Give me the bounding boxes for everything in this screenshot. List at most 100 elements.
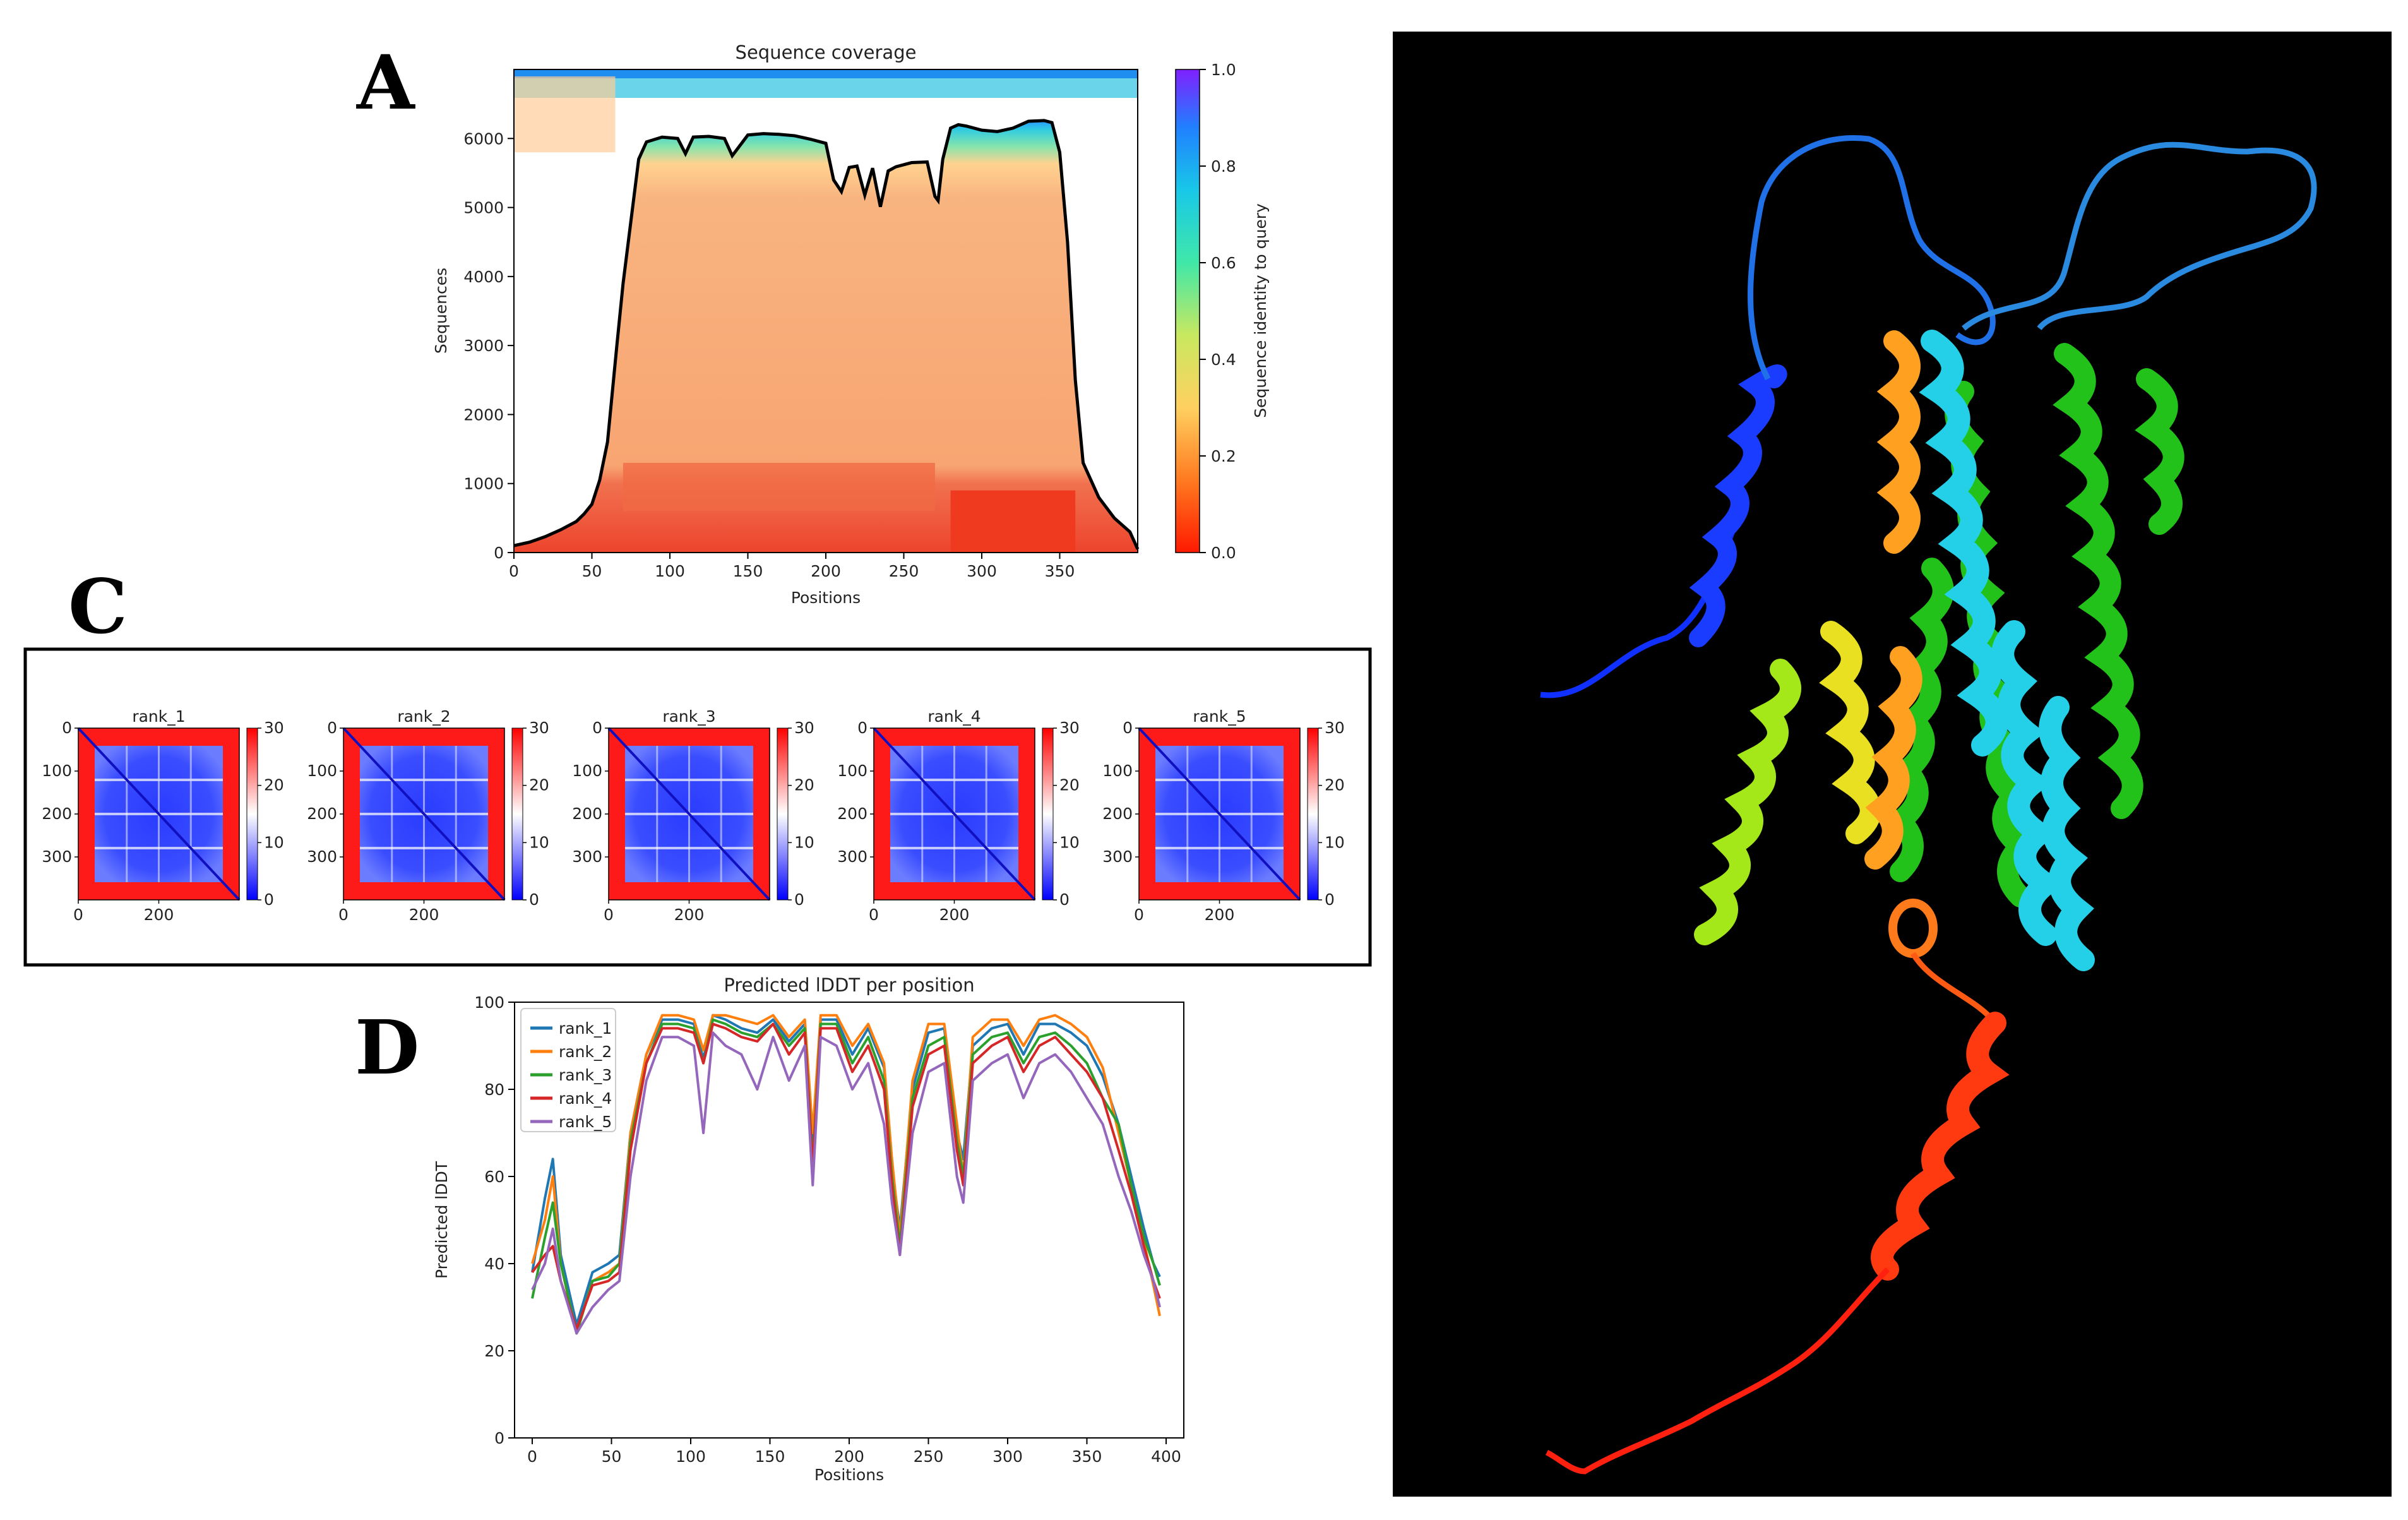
coverage-y-tick-label: 4000 xyxy=(463,268,504,286)
pae-y-tick-label: 100 xyxy=(572,762,602,780)
pae-y-tick-label: 100 xyxy=(1102,762,1133,780)
pae-y-tick-label: 300 xyxy=(572,847,602,866)
pae-y-tick-label: 0 xyxy=(327,719,337,737)
helix-yellow xyxy=(1819,621,1881,844)
pae-x-tick-label: 200 xyxy=(939,906,970,924)
pae-colorbar-tick-label: 10 xyxy=(794,833,814,851)
pae-y-tick-label: 0 xyxy=(592,719,602,737)
plddt-legend-label-rank_3: rank_3 xyxy=(559,1066,612,1084)
pae-y-tick-label: 100 xyxy=(837,762,867,780)
identity-colorbar-ticks: 0.0 0.2 0.4 0.6 0.8 1.0 xyxy=(1200,61,1236,562)
pae-subplot-rank_1: rank_1 0 100 200 300 0 200 0 10 20 30 xyxy=(42,707,284,924)
pae-y-tick-label: 300 xyxy=(837,847,867,866)
plddt-x-tick-label: 350 xyxy=(1072,1447,1102,1466)
plddt-legend-label-rank_2: rank_2 xyxy=(559,1043,612,1061)
coverage-y-axis: 0 1000 2000 3000 4000 5000 6000 xyxy=(463,129,514,562)
plddt-line-rank_5 xyxy=(531,1031,1161,1335)
identity-colorbar-label: Sequence identity to query xyxy=(1251,203,1270,418)
pae-colorbar-tick-label: 30 xyxy=(264,719,284,737)
pae-colorbar-tick-label: 20 xyxy=(1059,776,1080,794)
loop-top-right xyxy=(1962,141,2317,331)
pae-subplot-title: rank_1 xyxy=(132,707,185,726)
plddt-legend: rank_1 rank_2 rank_3 rank_4 rank_5 xyxy=(520,1008,616,1132)
pae-y-tick-label: 200 xyxy=(837,805,867,823)
plddt-x-axis: 0 50 100 150 200 250 300 350 400 xyxy=(527,1438,1181,1466)
plddt-x-tick-label: 250 xyxy=(914,1447,944,1466)
plddt-x-tick-label: 200 xyxy=(834,1447,864,1466)
pae-x-tick-label: 200 xyxy=(409,906,439,924)
coverage-x-tick-label: 50 xyxy=(582,562,602,580)
pae-subplot-rank_4: rank_4 0 100 200 300 0 200 0 10 20 30 xyxy=(837,707,1080,924)
pae-x-tick-label: 200 xyxy=(674,906,705,924)
plddt-y-tick-label: 0 xyxy=(494,1429,504,1447)
pae-y-tick-label: 300 xyxy=(1102,847,1133,866)
coverage-fill xyxy=(514,120,1138,553)
coverage-x-tick-label: 350 xyxy=(1045,562,1075,580)
pae-diagonal xyxy=(607,727,771,901)
identity-colorbar xyxy=(1175,69,1200,553)
pae-y-tick-label: 200 xyxy=(307,805,337,823)
pae-diagonal xyxy=(1138,727,1301,901)
plddt-legend-label-rank_1: rank_1 xyxy=(559,1019,612,1038)
plddt-x-tick-label: 100 xyxy=(676,1447,706,1466)
pae-y-tick-label: 300 xyxy=(42,847,72,866)
pae-x-tick-label: 0 xyxy=(604,906,614,924)
coverage-y-tick-label: 3000 xyxy=(463,337,504,355)
pae-colorbar-tick-label: 0 xyxy=(794,890,804,909)
coverage-y-tick-label: 2000 xyxy=(463,405,504,424)
coverage-xlabel: Positions xyxy=(791,589,861,607)
pae-colorbar xyxy=(777,727,789,901)
coverage-x-tick-label: 150 xyxy=(733,562,763,580)
plddt-x-tick-label: 50 xyxy=(602,1447,622,1466)
pae-diagonal xyxy=(342,727,506,901)
coverage-x-tick-label: 250 xyxy=(889,562,919,580)
pae-colorbar-tick-label: 20 xyxy=(529,776,549,794)
panel-label-d: D xyxy=(355,1003,419,1091)
loop-top-left xyxy=(1748,135,1996,381)
pae-colorbar-tick-label: 10 xyxy=(264,833,284,851)
pae-colorbar-tick-label: 10 xyxy=(529,833,549,851)
plddt-x-tick-label: 400 xyxy=(1151,1447,1181,1466)
helix-blue xyxy=(1689,364,1787,647)
pae-subplot-title: rank_2 xyxy=(397,707,450,726)
coverage-x-tick-label: 200 xyxy=(811,562,841,580)
pae-colorbar-tick-label: 30 xyxy=(529,719,549,737)
coverage-y-tick-label: 0 xyxy=(494,544,504,562)
coverage-y-tick-label: 6000 xyxy=(463,129,504,148)
pae-subplot-rank_5: rank_5 0 100 200 300 0 200 0 10 20 30 xyxy=(1102,707,1345,924)
coverage-title: Sequence coverage xyxy=(736,42,917,63)
coverage-y-tick-label: 1000 xyxy=(463,475,504,493)
plddt-x-tick-label: 150 xyxy=(755,1447,785,1466)
pae-colorbar-tick-label: 20 xyxy=(1325,776,1345,794)
colorbar-tick-label: 1.0 xyxy=(1211,61,1236,79)
panel-label-a: A xyxy=(356,39,415,126)
plddt-ylabel: Predicted lDDT xyxy=(432,1161,451,1279)
helix-cyan-cluster xyxy=(1919,330,2095,971)
coverage-red-block xyxy=(950,490,1076,553)
coverage-line xyxy=(513,119,1140,550)
plddt-y-tick-label: 40 xyxy=(484,1255,504,1273)
coverage-x-tick-label: 300 xyxy=(967,562,997,580)
plddt-y-tick-label: 80 xyxy=(484,1080,504,1099)
pae-colorbar-tick-label: 20 xyxy=(794,776,814,794)
pae-x-tick-label: 0 xyxy=(1134,906,1144,924)
pae-subplot-rank_3: rank_3 0 100 200 300 0 200 0 10 20 30 xyxy=(572,707,814,924)
pae-colorbar-tick-label: 0 xyxy=(1059,890,1070,909)
coverage-x-axis: 0 50 100 150 200 250 300 350 xyxy=(509,553,1075,580)
plddt-y-tick-label: 100 xyxy=(474,993,504,1012)
helix-red xyxy=(1871,1012,2010,1281)
pae-colorbar-tick-label: 30 xyxy=(1059,719,1080,737)
plddt-xlabel: Positions xyxy=(814,1466,884,1484)
pae-subplot-rank_2: rank_2 0 100 200 300 0 200 0 10 20 30 xyxy=(307,707,549,924)
pae-x-tick-label: 0 xyxy=(869,906,879,924)
colorbar-tick-label: 0.8 xyxy=(1211,157,1236,176)
c-terminal-tail xyxy=(1545,1267,1890,1475)
pae-subplot-title: rank_3 xyxy=(662,707,715,726)
panel-label-c: C xyxy=(68,563,128,650)
pae-y-tick-label: 300 xyxy=(307,847,337,866)
coverage-heatmap xyxy=(514,69,1138,553)
coverage-x-tick-label: 100 xyxy=(655,562,685,580)
plddt-legend-label-rank_5: rank_5 xyxy=(559,1113,612,1131)
pae-colorbar-tick-label: 10 xyxy=(1325,833,1345,851)
